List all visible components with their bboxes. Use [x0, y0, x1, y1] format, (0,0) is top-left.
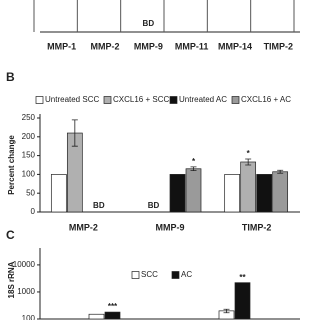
panel-label: B	[6, 70, 15, 84]
x-tick-label: MMP-14	[218, 41, 252, 51]
y-tick-label: 1000	[17, 287, 35, 296]
legend-label: Untreated SCC	[45, 95, 99, 104]
y-tick-label: 0	[31, 207, 36, 216]
bar	[50, 174, 67, 213]
panel-label: C	[6, 228, 15, 242]
x-tick-label: MMP-11	[175, 41, 209, 51]
legend-swatch	[35, 96, 44, 104]
y-tick-label: 100	[22, 170, 36, 179]
bar	[104, 311, 121, 320]
error-bar	[190, 166, 197, 172]
annotation: *	[247, 149, 251, 158]
error-bar	[71, 119, 78, 147]
error-bar	[223, 308, 230, 314]
bar	[185, 168, 202, 213]
bar	[256, 174, 273, 213]
y-tick-label: 50	[26, 188, 35, 197]
y-tick-label: 200	[22, 132, 36, 141]
error-bar	[245, 158, 252, 166]
bar	[240, 161, 257, 213]
x-tick-label: MMP-2	[69, 222, 98, 232]
annotation: *	[192, 157, 196, 166]
y-tick-label: 10000	[13, 260, 36, 269]
bar	[224, 174, 241, 213]
legend-label: Untreated AC	[179, 95, 227, 104]
annotation: ***	[108, 302, 118, 311]
legend-label: CXCL16 + SCC	[113, 95, 169, 104]
x-tick-label: MMP-1	[47, 41, 76, 51]
legend-swatch	[103, 96, 112, 104]
bar	[169, 174, 186, 213]
legend-label: CXCL16 + AC	[241, 95, 291, 104]
error-bar	[277, 169, 284, 174]
x-tick-label: TIMP-2	[264, 41, 294, 51]
legend-label: SCC	[141, 270, 158, 279]
x-tick-label: MMP-9	[134, 41, 163, 51]
x-tick-label: MMP-2	[91, 41, 120, 51]
y-axis-label: Percent change	[7, 135, 16, 195]
annotation: BD	[148, 201, 160, 210]
y-tick-label: 150	[22, 151, 36, 160]
annotation: BD	[93, 201, 105, 210]
annotation: BD	[143, 19, 155, 28]
bar	[234, 282, 251, 320]
x-tick-label: TIMP-2	[242, 222, 272, 232]
legend-label: AC	[181, 270, 192, 279]
legend-swatch	[131, 271, 140, 279]
annotation: **	[239, 273, 246, 282]
bar	[88, 313, 105, 320]
x-tick-label: MMP-9	[156, 222, 185, 232]
y-axis-label: 18S rRNA	[7, 261, 16, 298]
legend-swatch	[231, 96, 240, 104]
y-tick-label: 100	[22, 314, 36, 320]
y-tick-label: 250	[22, 113, 36, 122]
legend-swatch	[169, 96, 178, 104]
bar	[272, 171, 289, 213]
legend-swatch	[171, 271, 180, 279]
